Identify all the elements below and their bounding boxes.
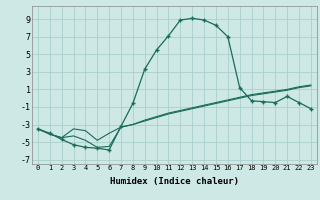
X-axis label: Humidex (Indice chaleur): Humidex (Indice chaleur) [110, 177, 239, 186]
